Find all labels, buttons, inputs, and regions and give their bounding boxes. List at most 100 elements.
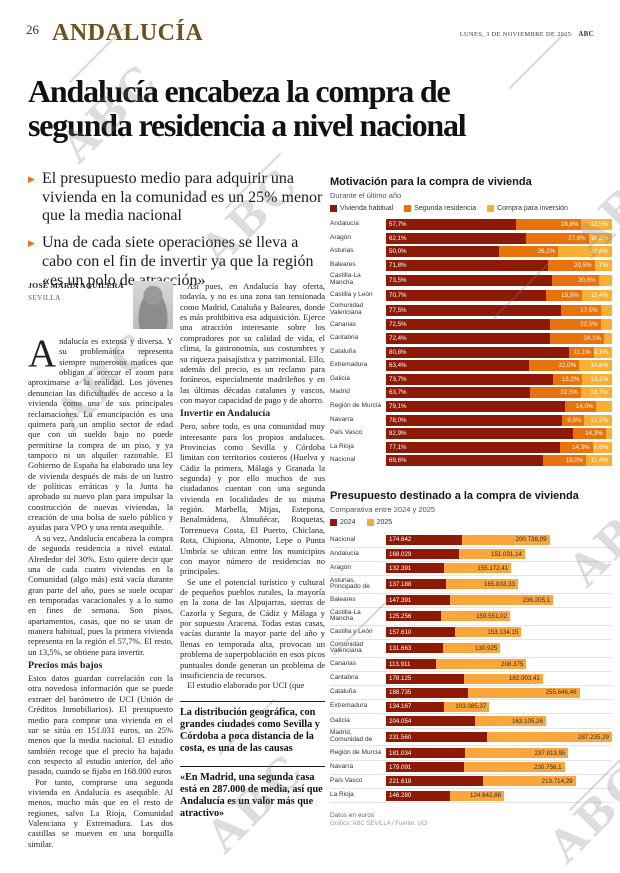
bar-segment: 22,5% [529, 387, 581, 399]
row-label: Baleares [330, 595, 356, 603]
stacked-bar: 178.125 182.003,41 [386, 673, 612, 684]
bar-segment: 15,9% [545, 289, 582, 301]
subhead: Invertir en Andalucía [180, 408, 271, 420]
row-label: País Vasco [330, 429, 363, 437]
bar-segment: 14,6% [579, 360, 612, 372]
chart-row: Castilla y León 157.610 153.134,15 [330, 626, 612, 640]
bar-segment: 20,6% [552, 274, 599, 286]
page-header: 26 ANDALUCÍA LUNES, 3 DE NOVIEMBRE DE 20… [26, 20, 594, 54]
legend-item: Vivienda habitual [330, 205, 393, 212]
stacked-bar: 78,0% 9,8% 12,2% [386, 414, 612, 426]
chart-row: Galicia 73,7% 13,2% 13,2% [330, 373, 612, 385]
bar-segment: 163.105,26 [474, 716, 546, 727]
dateline: LUNES, 3 DE NOVIEMBRE DE 2025 ABC [460, 30, 594, 38]
bar-segment: 77,5% [386, 304, 562, 316]
chart-row: Cantabria 72,4% 24,1% [330, 333, 612, 344]
chart-title: Motivación para la compra de vivienda [330, 176, 532, 188]
row-label: Canarias [330, 320, 357, 328]
chart-row: Asturias 50,0% 26,2% 23,8% [330, 246, 612, 258]
bullet-text: El presupuesto medio para adquirir una v… [42, 170, 323, 225]
stacked-bar: 157.610 153.134,15 [386, 627, 612, 638]
chart-row: Castilla-La Mancha 125.256 159.551,02 [330, 608, 612, 626]
bar-segment: 63,4% [386, 360, 530, 372]
row-label: La Rioja [330, 791, 354, 799]
stacked-bar: 146.280 124.642,86 [386, 790, 612, 801]
stacked-bar: 72,5% 22,5% [386, 319, 612, 331]
bar-segment: 221.618 [386, 776, 483, 787]
bar-segment: 22,5% [549, 319, 601, 331]
bar-segment: 62,1% [386, 232, 527, 244]
legend-swatch-icon [404, 205, 412, 212]
bar-segment: 237.813,95 [464, 748, 569, 759]
chart-row: Cataluña 188.735 255.646,46 [330, 686, 612, 701]
stacked-bar: 72,4% 24,1% [386, 333, 612, 344]
row-label: Comunidad Valenciana [330, 640, 364, 655]
chart-row: Extremadura 63,4% 22,0% 14,6% [330, 360, 612, 372]
chart-row: Galicia 204.054 163.105,26 [330, 714, 612, 729]
row-label: Asturias [330, 247, 354, 255]
legend-swatch-icon [487, 205, 495, 212]
chart-row: Navarra 179.091 230.756,1 [330, 761, 612, 775]
chart-row: Cataluña 80,8% 11,1% 8,1% [330, 346, 612, 358]
stacked-bar: 221.618 213.714,29 [386, 776, 612, 787]
bar-segment: 168.029 [386, 549, 460, 560]
bar-segment: 26,2% [499, 246, 559, 258]
bar-segment: 125.256 [386, 611, 441, 622]
row-label: Asturias, Principado de [330, 576, 370, 591]
chart-row: Castilla-La Mancha 73,5% 20,6% [330, 273, 612, 287]
bar-segment: 157.610 [386, 627, 455, 638]
bar-segment: 155.172,41 [443, 563, 512, 574]
chart-row: Castilla y León 70,7% 15,9% 13,4% [330, 289, 612, 301]
bar-segment: 255.646,46 [468, 687, 580, 698]
row-label: Castilla y León [330, 290, 373, 298]
stacked-bar: 132.391 155.172,41 [386, 563, 612, 574]
bar-segment: 131.663 [386, 643, 444, 654]
bar-segment [604, 333, 612, 344]
bar-segment: 72,4% [386, 333, 550, 344]
bar-segment: 230.756,1 [464, 762, 565, 773]
headline: Andalucía encabeza la compra de segunda … [28, 74, 603, 143]
bar-segment: 200.738,09 [462, 534, 550, 545]
standfirst-bullet: ▶ El presupuesto medio para adquirir una… [28, 170, 326, 226]
bar-segment: 27,6% [526, 232, 589, 244]
bar-segment [598, 274, 612, 286]
bar-segment: 73,5% [386, 274, 553, 286]
chart-row: La Rioja 146.280 124.642,86 [330, 789, 612, 804]
bar-segment [596, 400, 612, 412]
legend-label: Segunda residencia [414, 205, 477, 212]
bar-segment: 13,2% [582, 373, 612, 385]
chart-row: Andalucía 168.029 151.031,14 [330, 548, 612, 562]
stacked-bar: 168.029 151.031,14 [386, 549, 612, 560]
chart-row: Canarias 72,5% 22,5% [330, 319, 612, 331]
bar-segment: 287.235,29 [486, 732, 612, 743]
row-label: La Rioja [330, 442, 354, 450]
row-label: Región de Murcia [330, 402, 381, 410]
section-title: ANDALUCÍA [52, 20, 204, 46]
byline: JOSÉ MARÍA AGUILERA SEVILLA [28, 281, 173, 329]
chart-row: Madrid 63,7% 22,5% 13,7% [330, 387, 612, 399]
bar-segment: 82,9% [386, 428, 574, 440]
bar-segment: 124.642,86 [449, 790, 505, 801]
stacked-bar: 204.054 163.105,26 [386, 716, 612, 727]
bar-segment: 174.642 [386, 534, 463, 545]
stacked-bar: 77,5% 17,5% [386, 304, 612, 316]
bar-segment: 231.560 [386, 732, 487, 743]
chart-row: Extremadura 134.167 103.085,37 [330, 700, 612, 715]
stacked-bar: 113.911 208.375 [386, 659, 612, 670]
bar-segment: 11,1% [568, 346, 594, 358]
chart-row: Baleares 147.391 236.205,1 [330, 594, 612, 608]
legend-label: Vivienda habitual [340, 205, 394, 212]
row-label: Extremadura [330, 361, 368, 369]
bar-segment: 13,7% [580, 387, 612, 399]
bar-segment: 63,7% [386, 387, 530, 399]
bar-segment: 159.551,02 [440, 611, 511, 622]
stacked-bar: 69,6% 19,0% 11,4% [386, 455, 612, 467]
chart-subtitle: Comparativa entre 2024 y 2025 [330, 505, 436, 515]
bar-segment: 80,8% [386, 346, 569, 358]
motivation-chart: Motivación para la compra de vivienda Du… [330, 176, 612, 467]
row-label: Aragón [330, 563, 351, 571]
chart-row: Nacional 174.642 200.738,09 [330, 533, 612, 548]
stacked-bar: 188.735 255.646,46 [386, 687, 612, 698]
stacked-bar: 71,8% 20,5% 7,7% [386, 259, 612, 271]
